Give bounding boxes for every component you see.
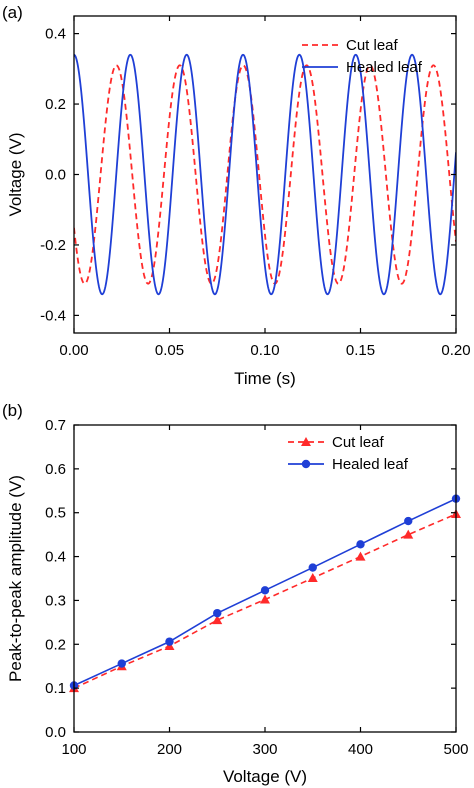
data-point-healed-leaf [165,637,174,646]
y-tick-label: -0.4 [40,307,66,324]
x-tick-label: 0.15 [346,342,375,359]
y-tick-label: 0.5 [45,505,66,522]
y-axis-title: Voltage (V) [6,132,25,216]
y-tick-label: 0.2 [45,636,66,653]
data-point-healed-leaf [117,659,126,668]
x-tick-label: 0.00 [59,342,88,359]
y-tick-label: -0.2 [40,237,66,254]
data-point-healed-leaf [308,563,317,572]
panel-label: (b) [2,401,23,420]
y-axis-title: Peak-to-peak amplitude (V) [6,475,25,682]
plot-area [74,53,456,296]
y-tick-label: 0.0 [45,167,66,184]
legend-label-cut-leaf: Cut leaf [332,434,385,451]
y-tick-label: 0.4 [45,26,66,43]
data-point-healed-leaf [356,540,365,549]
legend: Cut leaf Healed leaf [302,37,423,76]
x-tick-label: 200 [157,741,182,758]
legend-label-cut-leaf: Cut leaf [346,37,399,54]
panel-b: (b) 100 200 300 400 500 0.0 0.1 0.2 0.3 0.4 0.5 0.6 0… [2,401,469,786]
panel-label: (a) [2,3,23,22]
series-line-healed-leaf [74,53,456,296]
legend-marker-cut-leaf [301,437,311,446]
x-tick-label: 0.05 [155,342,184,359]
data-point-cut-leaf [403,529,414,539]
y-tick-label: 0.2 [45,96,66,113]
data-point-healed-leaf [404,516,413,526]
y-tick-label: 0.3 [45,592,66,609]
data-point-healed-leaf [213,608,222,618]
y-tick-label: 0.6 [45,461,66,478]
y-tick-label: 0.7 [45,417,66,434]
data-point-cut-leaf [260,594,270,604]
data-point-cut-leaf [212,615,223,625]
y-tick-label: 0.0 [45,724,66,741]
x-tick-label: 0.20 [441,342,470,359]
legend-label-healed-leaf: Healed leaf [332,456,409,473]
legend-marker-healed-leaf [301,459,311,469]
x-tick-label: 300 [252,741,277,758]
x-tick-label: 0.10 [250,342,279,359]
y-tick-label: 0.1 [45,680,66,697]
panel-a: (a) 0.00 0.05 0.10 0.15 0.20 -0.4 -0.2 0.0 0.2 0.4… [2,3,471,388]
x-tick-label: 500 [443,741,468,758]
data-point-cut-leaf [355,551,366,561]
y-tick-label: 0.4 [45,549,66,566]
legend: Cut leaf Healed leaf [288,434,409,473]
legend-label-healed-leaf: Healed leaf [346,59,423,76]
x-axis-title: Voltage (V) [223,767,307,786]
x-axis-title: Time (s) [234,369,296,388]
x-tick-label: 100 [61,741,86,758]
data-point-healed-leaf [260,586,270,595]
data-point-cut-leaf [307,573,318,583]
x-tick-label: 400 [348,741,373,758]
